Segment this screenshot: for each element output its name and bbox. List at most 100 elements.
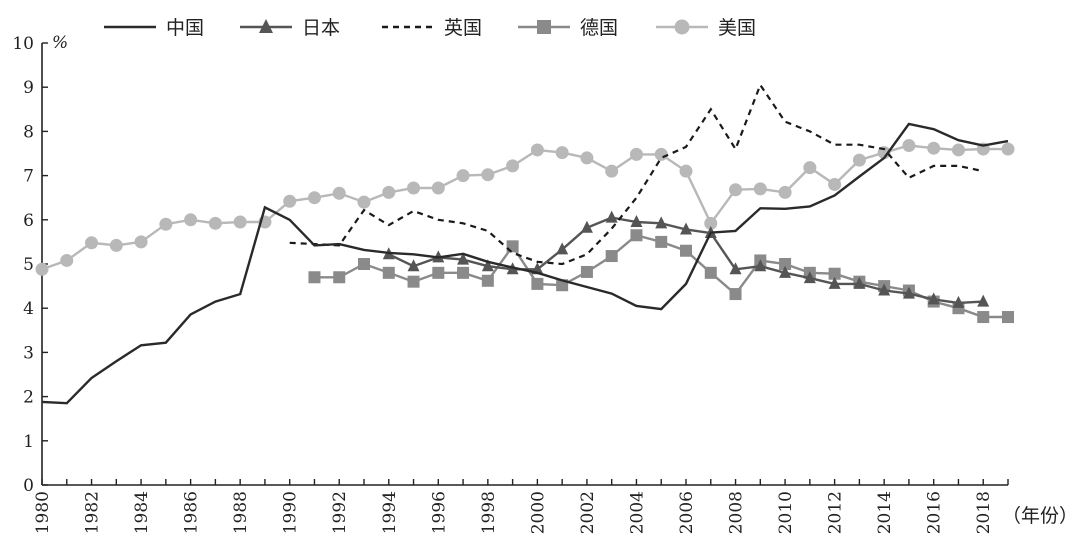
x-tick-label: 2002 bbox=[578, 491, 598, 534]
legend-marker bbox=[537, 20, 551, 34]
data-point bbox=[134, 235, 148, 249]
data-point bbox=[729, 262, 742, 275]
data-point bbox=[729, 183, 743, 197]
data-point bbox=[852, 153, 866, 167]
data-point bbox=[605, 210, 618, 223]
legend-marker bbox=[259, 19, 273, 33]
data-point bbox=[679, 164, 693, 178]
data-point bbox=[1002, 311, 1014, 324]
data-point bbox=[506, 159, 520, 173]
y-tick-label: 5 bbox=[23, 255, 34, 275]
data-point bbox=[580, 220, 593, 233]
data-point bbox=[704, 266, 717, 279]
data-point bbox=[457, 266, 470, 279]
data-point bbox=[333, 271, 346, 284]
legend-item: 英国 bbox=[382, 17, 482, 39]
data-point bbox=[654, 147, 668, 161]
data-point bbox=[506, 240, 519, 253]
data-point bbox=[109, 238, 123, 252]
legend-item: 德国 bbox=[518, 17, 618, 39]
data-point bbox=[283, 194, 297, 208]
series-line bbox=[41, 144, 1008, 271]
data-point bbox=[407, 259, 420, 272]
data-point bbox=[35, 262, 49, 276]
x-tick-label: 1986 bbox=[182, 491, 202, 534]
y-tick-label: 2 bbox=[23, 388, 34, 408]
data-point bbox=[630, 215, 643, 228]
data-point bbox=[456, 169, 470, 183]
legend: 中国 日本 英国 德国 美国 bbox=[104, 17, 756, 39]
y-tick-label: 9 bbox=[23, 78, 34, 98]
x-axis-unit-label: （年份） bbox=[1002, 505, 1078, 527]
data-point bbox=[828, 276, 841, 289]
data-point bbox=[85, 236, 99, 250]
data-point bbox=[407, 181, 421, 195]
data-point bbox=[902, 139, 916, 153]
data-point bbox=[803, 271, 816, 284]
y-tick-label: 6 bbox=[23, 211, 34, 231]
x-tick-label: 2012 bbox=[826, 491, 846, 534]
data-point bbox=[828, 177, 842, 191]
data-point bbox=[432, 266, 445, 279]
x-tick-label: 2000 bbox=[528, 491, 548, 534]
data-point bbox=[680, 244, 692, 257]
y-tick-label: 10 bbox=[12, 34, 34, 54]
y-tick-label: 3 bbox=[23, 343, 34, 363]
legend-item: 美国 bbox=[656, 17, 756, 39]
x-tick-label: 2016 bbox=[925, 491, 945, 534]
data-point bbox=[828, 267, 841, 280]
x-tick-label: 2018 bbox=[974, 491, 994, 534]
data-point bbox=[481, 168, 495, 182]
x-tick-label: 1992 bbox=[330, 491, 350, 534]
legend-marker bbox=[674, 19, 690, 35]
data-point bbox=[60, 253, 74, 267]
data-point bbox=[630, 229, 643, 242]
data-point bbox=[629, 147, 643, 161]
data-point bbox=[853, 276, 866, 289]
data-point bbox=[753, 182, 767, 196]
x-tick-label: 1984 bbox=[132, 491, 152, 534]
x-tick-label: 2014 bbox=[875, 491, 895, 534]
series-group bbox=[382, 210, 990, 308]
data-point bbox=[605, 164, 619, 178]
y-tick-label: 8 bbox=[23, 122, 34, 142]
x-tick-label: 1980 bbox=[33, 491, 53, 534]
data-point bbox=[481, 274, 494, 287]
x-tick-label: 1996 bbox=[429, 491, 449, 534]
y-tick-label: 4 bbox=[23, 299, 34, 319]
data-point bbox=[358, 258, 370, 270]
data-point bbox=[531, 277, 544, 290]
y-tick-label: 0 bbox=[23, 476, 34, 496]
legend-label: 中国 bbox=[166, 17, 204, 39]
x-tick-label: 1982 bbox=[83, 491, 103, 534]
data-point bbox=[457, 252, 470, 265]
data-point bbox=[382, 185, 396, 199]
series-layer bbox=[35, 82, 1015, 405]
series-line bbox=[41, 122, 1009, 405]
data-point bbox=[977, 311, 990, 324]
data-point bbox=[357, 195, 371, 209]
data-point bbox=[530, 143, 544, 157]
y-tick-label: 1 bbox=[23, 432, 34, 452]
data-point bbox=[556, 242, 569, 255]
y-axis-unit-label: % bbox=[52, 33, 68, 53]
data-point bbox=[308, 271, 321, 284]
data-point bbox=[729, 288, 742, 301]
axes: 0 1 2 3 4 5 6 7 8 9 10 1980 1982 1984 1986 1988 1990 1992… bbox=[12, 34, 1009, 534]
data-point bbox=[431, 181, 445, 195]
data-point bbox=[704, 216, 718, 230]
data-point bbox=[680, 222, 692, 235]
data-point bbox=[778, 185, 792, 199]
data-point bbox=[952, 295, 965, 308]
data-point bbox=[382, 266, 395, 279]
data-point bbox=[307, 191, 321, 205]
data-point bbox=[803, 161, 817, 175]
data-point bbox=[779, 258, 792, 270]
x-tick-label: 2006 bbox=[677, 491, 697, 534]
x-tick-label: 1994 bbox=[380, 491, 400, 534]
data-point bbox=[407, 275, 420, 288]
data-point bbox=[977, 294, 990, 307]
data-point bbox=[927, 141, 941, 155]
data-point bbox=[927, 292, 940, 305]
